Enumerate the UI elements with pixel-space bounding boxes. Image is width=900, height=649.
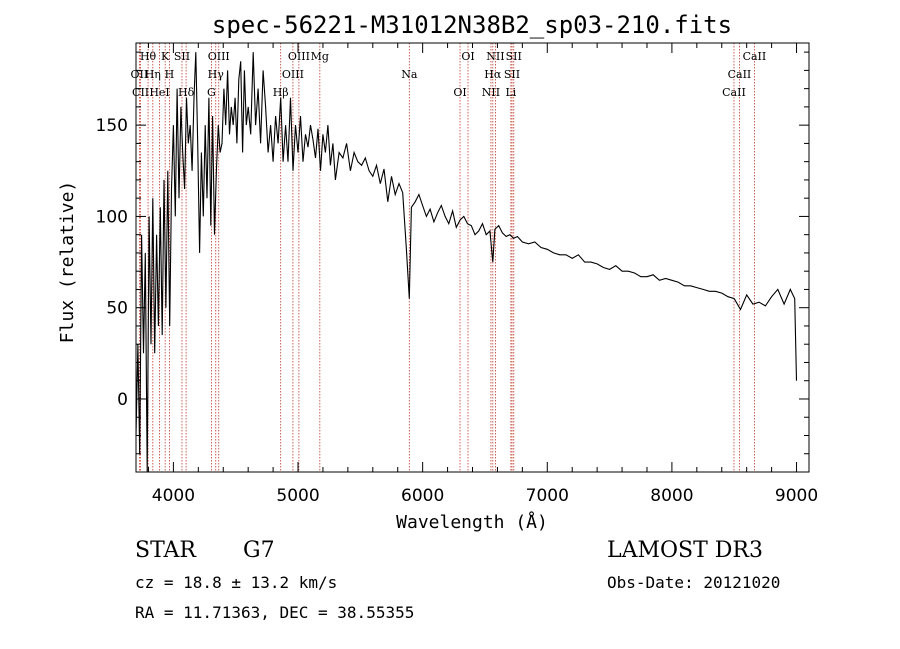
spectral-line-label-26: CaII [722, 86, 746, 99]
spectral-line-label-23: Li [505, 86, 516, 99]
obs-date-text: Obs-Date: 20121020 [607, 573, 781, 592]
coordinates-text: RA = 11.71363, DEC = 38.55355 [135, 603, 415, 622]
survey-name: LAMOST DR3 [607, 538, 763, 563]
axis-ticks-layer: 4000 5000 6000 7000 8000 9000 0 50 100 150 [96, 43, 818, 506]
redshift-text: cz = 18.8 ± 13.2 km/s [135, 573, 338, 592]
spectral-line-label-0: Hθ [140, 50, 157, 63]
x-tick-label-0: 4000 [152, 486, 195, 506]
spectral-line-label-22: SII [504, 68, 520, 81]
spectral-line-label-3: K [161, 50, 170, 63]
spectral-line-label-25: CaII [728, 68, 752, 81]
spectral-line-label-19: Hα [484, 68, 502, 81]
y-tick-label-2: 100 [96, 207, 128, 227]
spectral-line-label-4: Hη [145, 68, 161, 81]
spectral-line-labels-layer: Hθ OII CII KHη HeI SII HHδ OIII Hγ G OIII OIII Hβ Mg N… [131, 50, 767, 99]
spectral-line-label-9: OIII [208, 50, 230, 63]
spectrum-line [135, 52, 798, 473]
x-axis-label: Wavelength (Å) [396, 511, 548, 533]
chart-title: spec-56221-M31012N38B2_sp03-210.fits [212, 11, 732, 39]
plot-frame [135, 42, 810, 473]
x-tick-label-2: 6000 [401, 486, 444, 506]
spectral-line-label-2: CII [132, 86, 149, 99]
spectral-line-label-24: SII [506, 50, 522, 63]
spectral-line-label-12: OIII [288, 50, 310, 63]
x-tick-label-4: 8000 [650, 486, 693, 506]
spectral-line-label-18: OI [461, 50, 474, 63]
spectral-line-label-17: OI [453, 86, 466, 99]
spectral-line-label-13: OIII [282, 68, 304, 81]
y-tick-label-1: 50 [106, 299, 128, 319]
y-tick-label-0: 0 [117, 390, 128, 410]
y-tick-label-3: 150 [96, 116, 128, 136]
spectral-line-label-27: CaII [743, 50, 767, 63]
spectral-line-label-8: Hδ [178, 86, 195, 99]
spectral-line-label-7: H [165, 68, 175, 81]
spectral-line-label-6: SII [174, 50, 190, 63]
subclass: G7 [243, 538, 275, 563]
y-axis-label: Flux (relative) [57, 181, 78, 344]
x-tick-label-5: 9000 [775, 486, 818, 506]
x-tick-label-3: 7000 [526, 486, 569, 506]
spectral-line-label-10: Hγ [208, 68, 225, 81]
spectral-line-label-5: HeI [149, 86, 169, 99]
spectral-line-label-14: Hβ [273, 86, 289, 99]
spectral-line-label-1: OII [131, 68, 149, 81]
spectral-line-label-15: Mg [311, 50, 329, 63]
object-class: STAR [135, 538, 196, 563]
x-tick-label-1: 5000 [276, 486, 319, 506]
spectral-line-label-11: G [207, 86, 216, 99]
spectral-line-label-20: NII [482, 86, 500, 99]
spectral-line-label-16: Na [401, 68, 418, 81]
spectral-line-label-21: NII [486, 50, 504, 63]
